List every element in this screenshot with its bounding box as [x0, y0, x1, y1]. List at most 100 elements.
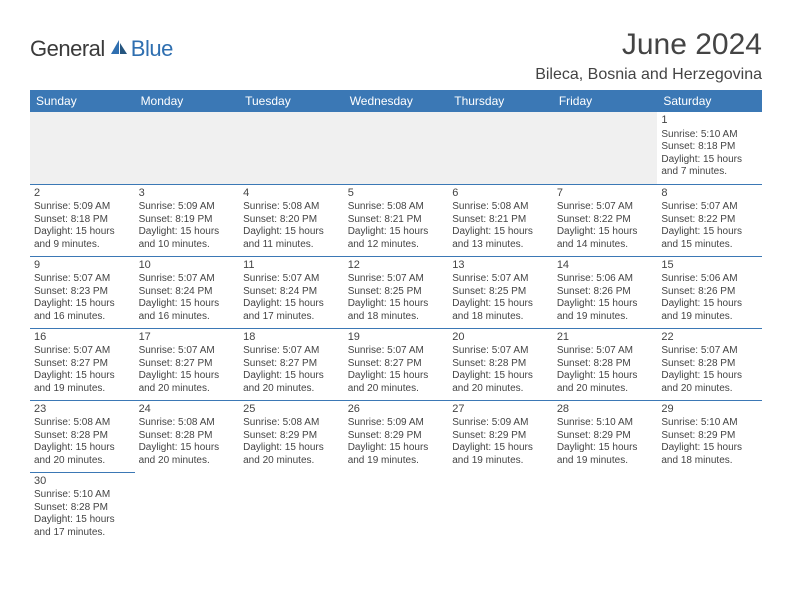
- location-subtitle: Bileca, Bosnia and Herzegovina: [535, 66, 762, 84]
- sunset-text: Sunset: 8:28 PM: [557, 358, 654, 371]
- sail-icon: [109, 38, 129, 61]
- daylight-text: Daylight: 15 hours and 19 minutes.: [557, 442, 654, 467]
- sunset-text: Sunset: 8:23 PM: [34, 286, 131, 299]
- sunrise-text: Sunrise: 5:07 AM: [139, 345, 236, 358]
- sunrise-text: Sunrise: 5:07 AM: [452, 273, 549, 286]
- daylight-text: Daylight: 15 hours and 20 minutes.: [348, 370, 445, 395]
- sunrise-text: Sunrise: 5:09 AM: [34, 201, 131, 214]
- sunrise-text: Sunrise: 5:10 AM: [661, 417, 758, 430]
- daylight-text: Daylight: 15 hours and 9 minutes.: [34, 226, 131, 251]
- sunrise-text: Sunrise: 5:08 AM: [243, 417, 340, 430]
- calendar-empty-cell: [553, 472, 658, 544]
- sunrise-text: Sunrise: 5:07 AM: [243, 273, 340, 286]
- sunrise-text: Sunrise: 5:07 AM: [661, 201, 758, 214]
- day-number: 19: [348, 331, 445, 345]
- calendar-day-cell: 24Sunrise: 5:08 AMSunset: 8:28 PMDayligh…: [135, 400, 240, 472]
- day-header: Wednesday: [344, 90, 449, 112]
- calendar-day-cell: 7Sunrise: 5:07 AMSunset: 8:22 PMDaylight…: [553, 184, 658, 256]
- calendar-day-cell: 3Sunrise: 5:09 AMSunset: 8:19 PMDaylight…: [135, 184, 240, 256]
- day-number: 5: [348, 187, 445, 201]
- daylight-text: Daylight: 15 hours and 11 minutes.: [243, 226, 340, 251]
- calendar-day-cell: 16Sunrise: 5:07 AMSunset: 8:27 PMDayligh…: [30, 328, 135, 400]
- day-number: 21: [557, 331, 654, 345]
- daylight-text: Daylight: 15 hours and 18 minutes.: [452, 298, 549, 323]
- daylight-text: Daylight: 15 hours and 20 minutes.: [243, 370, 340, 395]
- day-number: 10: [139, 259, 236, 273]
- sunrise-text: Sunrise: 5:06 AM: [557, 273, 654, 286]
- sunrise-text: Sunrise: 5:09 AM: [139, 201, 236, 214]
- daylight-text: Daylight: 15 hours and 10 minutes.: [139, 226, 236, 251]
- calendar-day-cell: 19Sunrise: 5:07 AMSunset: 8:27 PMDayligh…: [344, 328, 449, 400]
- sunrise-text: Sunrise: 5:08 AM: [34, 417, 131, 430]
- calendar-day-cell: 21Sunrise: 5:07 AMSunset: 8:28 PMDayligh…: [553, 328, 658, 400]
- brand-logo: General Blue: [30, 36, 173, 62]
- calendar-empty-cell: [239, 472, 344, 544]
- sunset-text: Sunset: 8:24 PM: [243, 286, 340, 299]
- sunrise-text: Sunrise: 5:08 AM: [243, 201, 340, 214]
- day-header: Monday: [135, 90, 240, 112]
- calendar-table: SundayMondayTuesdayWednesdayThursdayFrid…: [30, 90, 762, 544]
- sunrise-text: Sunrise: 5:10 AM: [557, 417, 654, 430]
- calendar-day-cell: 22Sunrise: 5:07 AMSunset: 8:28 PMDayligh…: [657, 328, 762, 400]
- calendar-day-cell: 20Sunrise: 5:07 AMSunset: 8:28 PMDayligh…: [448, 328, 553, 400]
- sunset-text: Sunset: 8:29 PM: [348, 430, 445, 443]
- daylight-text: Daylight: 15 hours and 12 minutes.: [348, 226, 445, 251]
- daylight-text: Daylight: 15 hours and 17 minutes.: [34, 514, 131, 539]
- calendar-day-cell: 23Sunrise: 5:08 AMSunset: 8:28 PMDayligh…: [30, 400, 135, 472]
- page-header: General Blue June 2024 Bileca, Bosnia an…: [30, 28, 762, 84]
- calendar-week-row: 23Sunrise: 5:08 AMSunset: 8:28 PMDayligh…: [30, 400, 762, 472]
- calendar-empty-cell: [553, 112, 658, 184]
- sunset-text: Sunset: 8:26 PM: [661, 286, 758, 299]
- sunset-text: Sunset: 8:28 PM: [661, 358, 758, 371]
- calendar-empty-cell: [239, 112, 344, 184]
- sunrise-text: Sunrise: 5:08 AM: [139, 417, 236, 430]
- calendar-day-cell: 11Sunrise: 5:07 AMSunset: 8:24 PMDayligh…: [239, 256, 344, 328]
- daylight-text: Daylight: 15 hours and 16 minutes.: [34, 298, 131, 323]
- calendar-week-row: 9Sunrise: 5:07 AMSunset: 8:23 PMDaylight…: [30, 256, 762, 328]
- day-number: 27: [452, 403, 549, 417]
- day-number: 28: [557, 403, 654, 417]
- daylight-text: Daylight: 15 hours and 19 minutes.: [557, 298, 654, 323]
- day-number: 15: [661, 259, 758, 273]
- sunrise-text: Sunrise: 5:07 AM: [348, 345, 445, 358]
- daylight-text: Daylight: 15 hours and 15 minutes.: [661, 226, 758, 251]
- day-header: Friday: [553, 90, 658, 112]
- day-number: 23: [34, 403, 131, 417]
- day-number: 12: [348, 259, 445, 273]
- calendar-day-cell: 8Sunrise: 5:07 AMSunset: 8:22 PMDaylight…: [657, 184, 762, 256]
- brand-part2: Blue: [131, 36, 173, 62]
- sunset-text: Sunset: 8:28 PM: [139, 430, 236, 443]
- daylight-text: Daylight: 15 hours and 20 minutes.: [139, 442, 236, 467]
- calendar-day-cell: 30Sunrise: 5:10 AMSunset: 8:28 PMDayligh…: [30, 472, 135, 544]
- daylight-text: Daylight: 15 hours and 20 minutes.: [452, 370, 549, 395]
- calendar-empty-cell: [448, 472, 553, 544]
- day-number: 24: [139, 403, 236, 417]
- day-number: 25: [243, 403, 340, 417]
- sunrise-text: Sunrise: 5:09 AM: [452, 417, 549, 430]
- sunrise-text: Sunrise: 5:06 AM: [661, 273, 758, 286]
- day-number: 20: [452, 331, 549, 345]
- sunrise-text: Sunrise: 5:07 AM: [34, 273, 131, 286]
- sunset-text: Sunset: 8:25 PM: [452, 286, 549, 299]
- day-number: 30: [34, 475, 131, 489]
- daylight-text: Daylight: 15 hours and 20 minutes.: [139, 370, 236, 395]
- sunset-text: Sunset: 8:28 PM: [452, 358, 549, 371]
- daylight-text: Daylight: 15 hours and 18 minutes.: [661, 442, 758, 467]
- sunset-text: Sunset: 8:28 PM: [34, 502, 131, 515]
- calendar-day-cell: 26Sunrise: 5:09 AMSunset: 8:29 PMDayligh…: [344, 400, 449, 472]
- day-number: 18: [243, 331, 340, 345]
- sunset-text: Sunset: 8:25 PM: [348, 286, 445, 299]
- sunset-text: Sunset: 8:21 PM: [452, 214, 549, 227]
- calendar-week-row: 16Sunrise: 5:07 AMSunset: 8:27 PMDayligh…: [30, 328, 762, 400]
- daylight-text: Daylight: 15 hours and 20 minutes.: [34, 442, 131, 467]
- sunset-text: Sunset: 8:27 PM: [34, 358, 131, 371]
- sunrise-text: Sunrise: 5:07 AM: [557, 345, 654, 358]
- calendar-day-cell: 17Sunrise: 5:07 AMSunset: 8:27 PMDayligh…: [135, 328, 240, 400]
- calendar-day-cell: 12Sunrise: 5:07 AMSunset: 8:25 PMDayligh…: [344, 256, 449, 328]
- sunset-text: Sunset: 8:24 PM: [139, 286, 236, 299]
- day-header: Sunday: [30, 90, 135, 112]
- day-header: Thursday: [448, 90, 553, 112]
- sunrise-text: Sunrise: 5:07 AM: [348, 273, 445, 286]
- sunset-text: Sunset: 8:18 PM: [34, 214, 131, 227]
- sunrise-text: Sunrise: 5:09 AM: [348, 417, 445, 430]
